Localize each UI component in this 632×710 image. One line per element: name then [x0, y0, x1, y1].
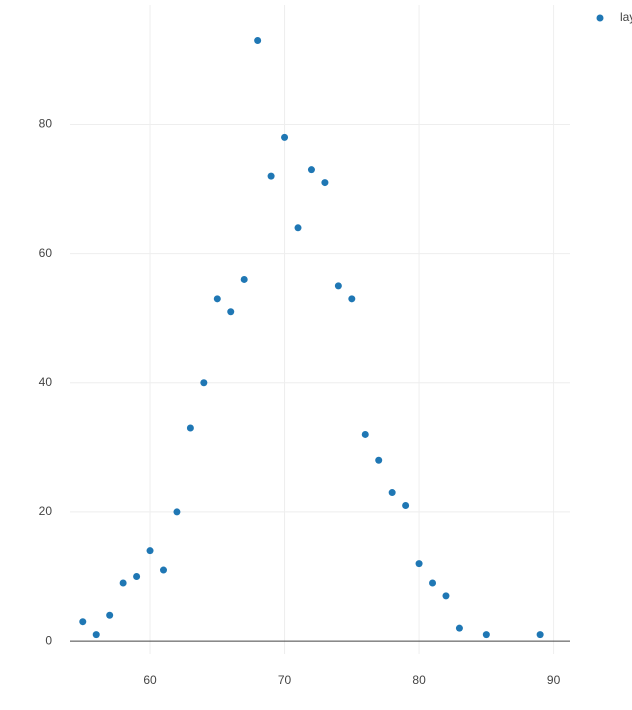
x-tick-label: 70	[278, 673, 292, 687]
point	[213, 295, 221, 303]
point	[294, 224, 302, 232]
point	[321, 179, 329, 187]
point	[146, 547, 154, 555]
point	[92, 631, 100, 639]
point	[375, 456, 383, 464]
x-tick-label: 60	[143, 673, 157, 687]
point	[536, 631, 544, 639]
point	[159, 566, 167, 574]
point	[307, 166, 315, 174]
point	[133, 573, 141, 581]
point	[200, 379, 208, 387]
point	[106, 611, 114, 619]
point	[240, 275, 248, 283]
point	[334, 282, 342, 290]
point	[429, 579, 437, 587]
y-tick-label: 80	[39, 117, 53, 131]
point	[455, 624, 463, 632]
legend-label[interactable]: lay	[620, 10, 632, 24]
y-tick-label: 40	[39, 375, 53, 389]
point	[254, 37, 262, 45]
y-tick-label: 60	[39, 246, 53, 260]
point	[388, 489, 396, 497]
legend-marker	[596, 14, 604, 22]
x-tick-label: 90	[547, 673, 561, 687]
point	[442, 592, 450, 600]
x-tick-label: 80	[412, 673, 426, 687]
y-tick-label: 0	[45, 633, 52, 647]
point	[348, 295, 356, 303]
point	[119, 579, 127, 587]
point	[227, 308, 235, 316]
point	[267, 172, 275, 180]
point	[482, 631, 490, 639]
point	[173, 508, 181, 516]
point	[415, 560, 423, 568]
point	[186, 424, 194, 432]
point	[79, 618, 87, 626]
point	[281, 133, 289, 141]
y-tick-label: 20	[39, 504, 53, 518]
point	[402, 501, 410, 509]
point	[361, 430, 369, 438]
